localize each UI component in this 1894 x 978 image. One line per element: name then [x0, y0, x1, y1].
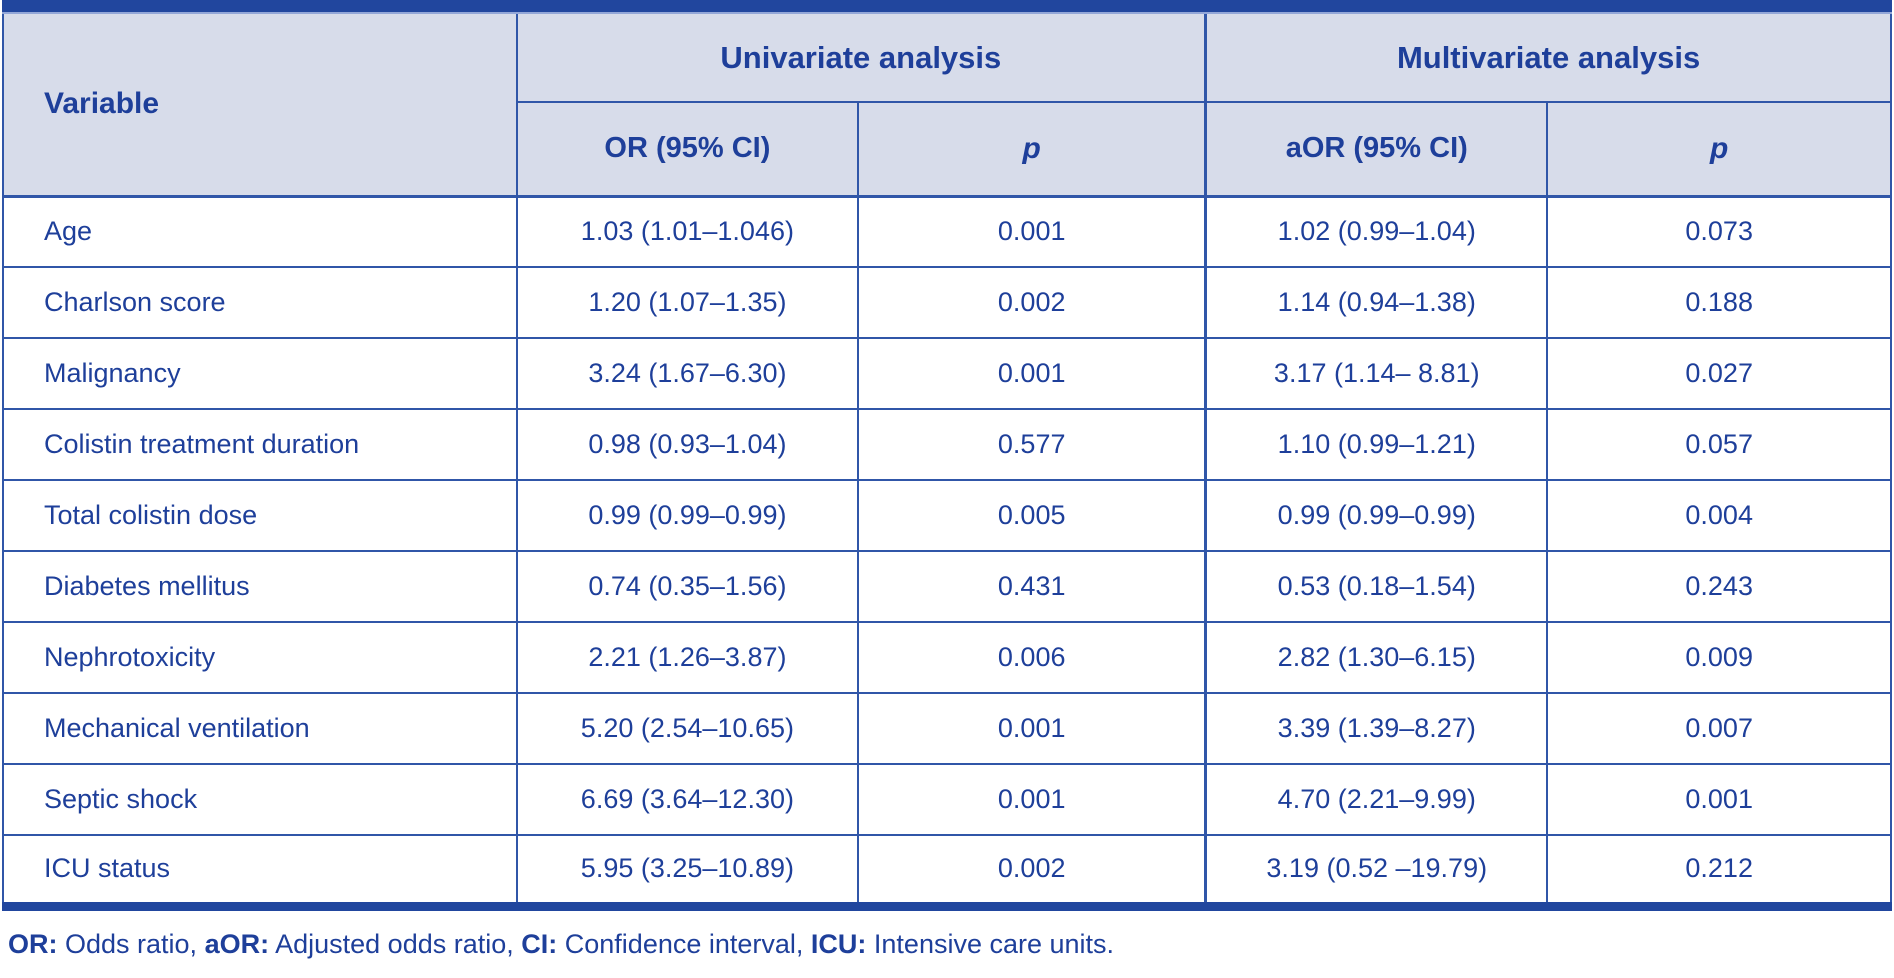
- footnote-text: Adjusted odds ratio,: [269, 928, 522, 959]
- header-p-multivariate: p: [1546, 101, 1892, 197]
- table-row: Malignancy 3.24 (1.67–6.30) 0.001 3.17 (1.1…: [2, 337, 1892, 410]
- header-variable: Variable: [2, 14, 518, 197]
- cell-variable: Septic shock: [2, 763, 518, 836]
- cell-variable: ICU status: [2, 834, 518, 907]
- table-row: Colistin treatment duration 0.98 (0.93–1.…: [2, 408, 1892, 481]
- table-row: Total colistin dose 0.99 (0.99–0.99) 0.005…: [2, 479, 1892, 552]
- cell-univariate-p: 0.002: [857, 834, 1207, 907]
- cell-univariate-p: 0.002: [857, 266, 1207, 339]
- table-row: Septic shock 6.69 (3.64–12.30) 0.001 4.70 (…: [2, 763, 1892, 836]
- cell-univariate-or: 0.99 (0.99–0.99): [515, 479, 860, 552]
- cell-univariate-p: 0.001: [857, 337, 1207, 410]
- cell-variable: Charlson score: [2, 266, 518, 339]
- cell-univariate-p: 0.001: [857, 692, 1207, 765]
- regression-results-table: Variable Univariate analysis Multivariat…: [2, 14, 1893, 911]
- table-row: Mechanical ventilation 5.20 (2.54–10.65) 0…: [2, 692, 1892, 765]
- cell-multivariate-aor: 0.99 (0.99–0.99): [1204, 479, 1549, 552]
- table-header: Variable Univariate analysis Multivariat…: [2, 14, 1893, 197]
- cell-multivariate-p: 0.027: [1546, 337, 1892, 410]
- cell-multivariate-aor: 3.39 (1.39–8.27): [1204, 692, 1549, 765]
- header-aor-95ci: aOR (95% CI): [1204, 101, 1549, 197]
- cell-variable: Diabetes mellitus: [2, 550, 518, 623]
- table-row: Nephrotoxicity 2.21 (1.26–3.87) 0.006 2.82 …: [2, 621, 1892, 694]
- table-row: Diabetes mellitus 0.74 (0.35–1.56) 0.431 0.…: [2, 550, 1892, 623]
- cell-variable: Mechanical ventilation: [2, 692, 518, 765]
- footnote-text: Odds ratio,: [57, 928, 205, 959]
- cell-univariate-p: 0.577: [857, 408, 1207, 481]
- cell-multivariate-aor: 0.53 (0.18–1.54): [1204, 550, 1549, 623]
- cell-multivariate-aor: 1.14 (0.94–1.38): [1204, 266, 1549, 339]
- cell-univariate-or: 5.95 (3.25–10.89): [515, 834, 860, 907]
- cell-multivariate-p: 0.004: [1546, 479, 1892, 552]
- cell-univariate-or: 0.74 (0.35–1.56): [515, 550, 860, 623]
- cell-univariate-or: 1.03 (1.01–1.046): [515, 194, 860, 268]
- cell-multivariate-p: 0.007: [1546, 692, 1892, 765]
- cell-multivariate-p: 0.212: [1546, 834, 1892, 907]
- cell-multivariate-p: 0.188: [1546, 266, 1892, 339]
- footnote-abbr: ICU:: [810, 928, 867, 959]
- table-top-bar: [2, 0, 1892, 14]
- header-univariate-analysis: Univariate analysis: [515, 14, 1207, 103]
- table-body: Age 1.03 (1.01–1.046) 0.001 1.02 (0.99–1.04…: [2, 194, 1892, 907]
- header-p-univariate: p: [857, 101, 1207, 197]
- header-multivariate-analysis: Multivariate analysis: [1204, 14, 1893, 103]
- footnote: OR: Odds ratio, aOR: Adjusted odds ratio…: [8, 929, 1894, 960]
- footnote-text: Confidence interval,: [557, 928, 811, 959]
- table-row: ICU status 5.95 (3.25–10.89) 0.002 3.19 (0.…: [2, 834, 1892, 907]
- cell-univariate-p: 0.001: [857, 194, 1207, 268]
- cell-multivariate-aor: 1.10 (0.99–1.21): [1204, 408, 1549, 481]
- footnote-text: Intensive care units.: [866, 928, 1115, 959]
- cell-multivariate-p: 0.057: [1546, 408, 1892, 481]
- header-row-columns: OR (95% CI) p aOR (95% CI) p: [3, 101, 1892, 197]
- cell-variable: Age: [2, 194, 518, 268]
- cell-multivariate-aor: 3.17 (1.14– 8.81): [1204, 337, 1549, 410]
- cell-variable: Colistin treatment duration: [2, 408, 518, 481]
- cell-variable: Total colistin dose: [2, 479, 518, 552]
- cell-univariate-or: 6.69 (3.64–12.30): [515, 763, 860, 836]
- cell-univariate-p: 0.001: [857, 763, 1207, 836]
- cell-multivariate-aor: 4.70 (2.21–9.99): [1204, 763, 1549, 836]
- cell-multivariate-p: 0.073: [1546, 194, 1892, 268]
- cell-univariate-p: 0.005: [857, 479, 1207, 552]
- cell-univariate-or: 5.20 (2.54–10.65): [515, 692, 860, 765]
- cell-univariate-or: 3.24 (1.67–6.30): [515, 337, 860, 410]
- footnote-abbr: aOR:: [204, 928, 270, 959]
- footnote-abbr: OR:: [8, 928, 58, 959]
- cell-multivariate-aor: 1.02 (0.99–1.04): [1204, 194, 1549, 268]
- cell-univariate-or: 1.20 (1.07–1.35): [515, 266, 860, 339]
- header-row-groups: Variable Univariate analysis Multivariat…: [2, 14, 1893, 197]
- cell-variable: Nephrotoxicity: [2, 621, 518, 694]
- cell-univariate-or: 2.21 (1.26–3.87): [515, 621, 860, 694]
- footnote-abbr: CI:: [521, 928, 558, 959]
- cell-multivariate-p: 0.243: [1546, 550, 1892, 623]
- cell-univariate-or: 0.98 (0.93–1.04): [515, 408, 860, 481]
- cell-multivariate-p: 0.001: [1546, 763, 1892, 836]
- cell-univariate-p: 0.431: [857, 550, 1207, 623]
- table-row: Charlson score 1.20 (1.07–1.35) 0.002 1.14 …: [2, 266, 1892, 339]
- cell-multivariate-p: 0.009: [1546, 621, 1892, 694]
- table-row: Age 1.03 (1.01–1.046) 0.001 1.02 (0.99–1.04…: [2, 194, 1892, 268]
- cell-multivariate-aor: 3.19 (0.52 –19.79): [1204, 834, 1549, 907]
- cell-univariate-p: 0.006: [857, 621, 1207, 694]
- analysis-table: Variable Univariate analysis Multivariat…: [2, 0, 1893, 911]
- cell-variable: Malignancy: [2, 337, 518, 410]
- header-or-95ci: OR (95% CI): [515, 101, 860, 197]
- cell-multivariate-aor: 2.82 (1.30–6.15): [1204, 621, 1549, 694]
